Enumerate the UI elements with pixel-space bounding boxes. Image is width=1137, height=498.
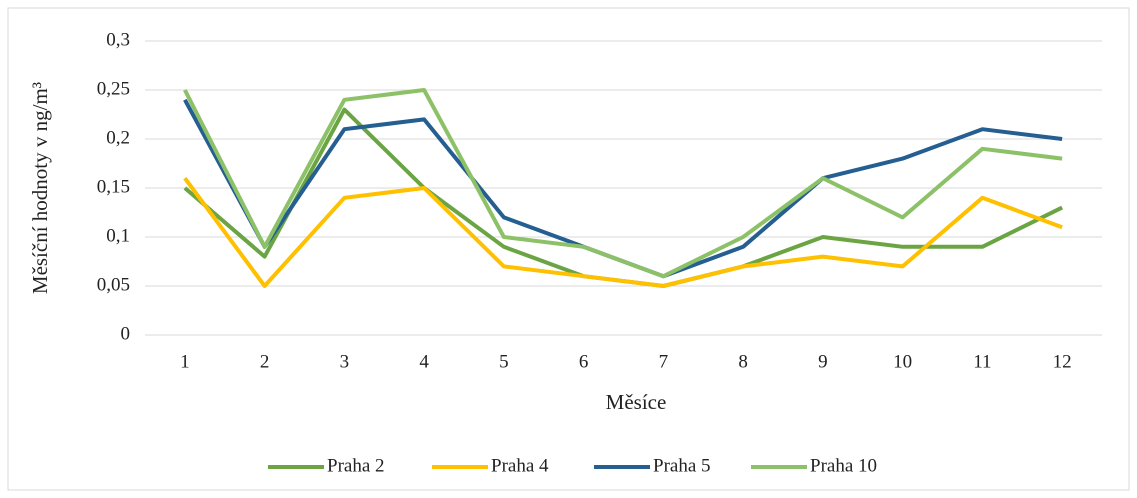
x-tick-label: 1: [180, 351, 190, 372]
y-tick-label: 0,05: [97, 274, 130, 295]
chart-frame: [7, 7, 1130, 491]
x-tick-label: 9: [818, 351, 828, 372]
legend-label: Praha 2: [327, 455, 385, 476]
x-tick-label: 8: [738, 351, 748, 372]
x-tick-label: 12: [1053, 351, 1072, 372]
y-tick-label: 0,3: [106, 29, 130, 50]
y-tick-label: 0: [121, 323, 131, 344]
x-axis-title: Měsíce: [606, 390, 667, 414]
x-tick-label: 4: [419, 351, 429, 372]
x-tick-label: 5: [499, 351, 509, 372]
series-line: [183, 88, 1063, 279]
x-tick-label: 2: [260, 351, 270, 372]
x-tick-label: 10: [893, 351, 912, 372]
x-tick-label: 11: [973, 351, 991, 372]
x-tick-label: 3: [340, 351, 350, 372]
legend-label: Praha 5: [653, 455, 711, 476]
y-tick-label: 0,1: [106, 225, 130, 246]
y-tick-label: 0,15: [97, 176, 130, 197]
y-axis-title: Měsíční hodnoty v ng/m³: [28, 82, 52, 294]
legend-label: Praha 10: [810, 455, 877, 476]
x-tick-label: 6: [579, 351, 589, 372]
y-tick-label: 0,25: [97, 78, 130, 99]
x-tick-label: 7: [659, 351, 669, 372]
y-tick-label: 0,2: [106, 127, 130, 148]
legend-label: Praha 4: [491, 455, 549, 476]
series-line: [183, 177, 1063, 288]
